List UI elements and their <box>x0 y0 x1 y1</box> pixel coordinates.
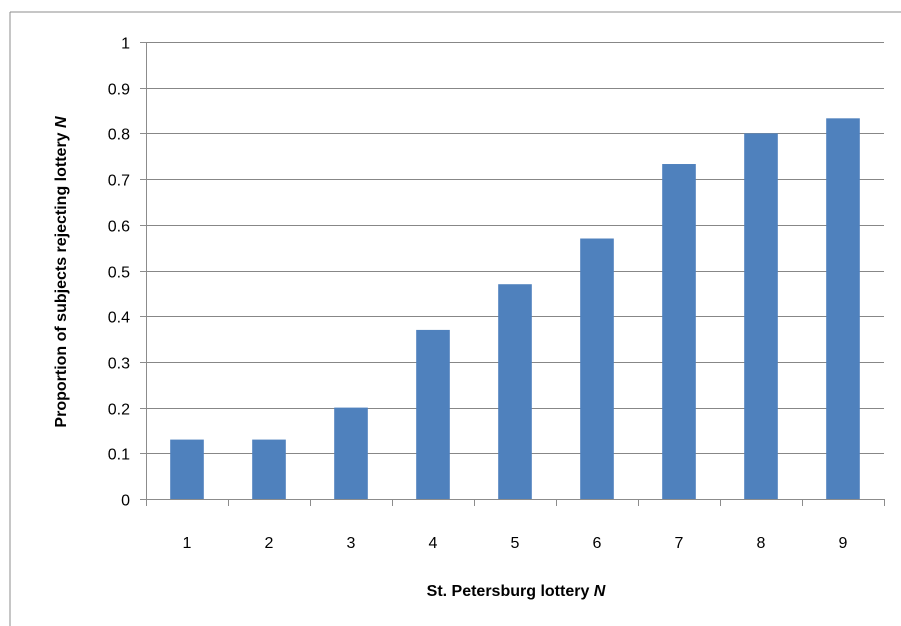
x-tick-label: 9 <box>839 535 848 552</box>
y-tick-label: 0.7 <box>108 173 130 190</box>
bar <box>498 284 532 499</box>
tick-labels: 0 0.1 0.2 0.3 0.4 0.5 0.6 0.7 0.8 0.9 1 1 2 3 4 5 6 7 8 9 <box>108 36 848 553</box>
y-tick-label: 0.4 <box>108 310 130 327</box>
bar <box>826 118 860 499</box>
y-tick-label: 0.3 <box>108 356 130 373</box>
y-tick-label: 0.6 <box>108 219 130 236</box>
y-tick-label: 1 <box>121 36 130 53</box>
y-tick-label: 0.1 <box>108 447 130 464</box>
x-tick-label: 7 <box>675 535 684 552</box>
bar <box>662 164 696 500</box>
bar <box>416 329 450 499</box>
bar <box>744 133 778 499</box>
x-tick-label: 2 <box>265 535 274 552</box>
y-tick-label: 0 <box>121 493 130 510</box>
bar <box>170 439 204 499</box>
y-tick-label: 0.5 <box>108 265 130 282</box>
y-tick-label: 0.8 <box>108 127 130 144</box>
y-tick-label: 0.9 <box>108 82 130 99</box>
x-tick-label: 4 <box>429 535 438 552</box>
bars <box>170 118 860 500</box>
x-tick-label: 5 <box>511 535 520 552</box>
x-tick-label: 1 <box>183 535 192 552</box>
x-tick-label: 8 <box>757 535 766 552</box>
axes <box>140 42 885 506</box>
x-axis-title-variable: N <box>594 583 606 600</box>
y-axis-title-variable: N <box>53 116 70 128</box>
bar <box>334 407 368 499</box>
bar <box>580 238 614 499</box>
x-tick-label: 6 <box>593 535 602 552</box>
y-axis-title: Proportion of subjects rejecting lottery… <box>53 116 70 428</box>
x-tick-label: 3 <box>347 535 356 552</box>
y-tick-label: 0.2 <box>108 402 130 419</box>
bar <box>252 439 286 499</box>
x-axis-title: St. Petersburg lottery N <box>427 583 606 600</box>
